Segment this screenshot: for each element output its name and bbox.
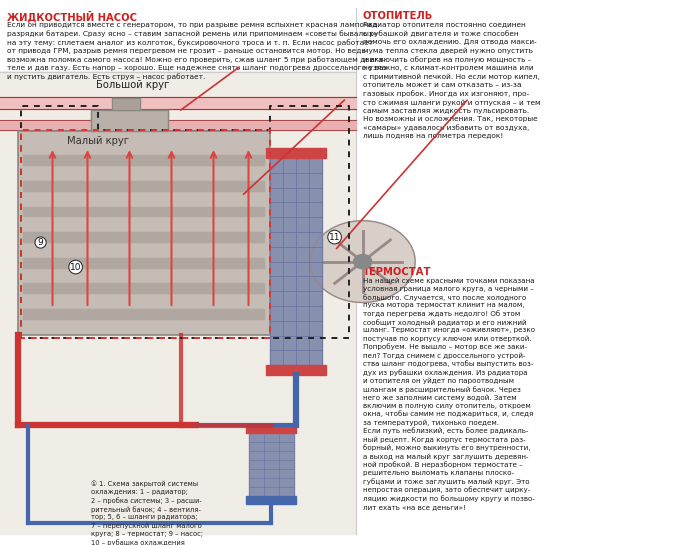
Text: Большой круг: Большой круг [97, 80, 169, 90]
Circle shape [354, 255, 372, 269]
Bar [23, 309, 264, 319]
Text: 9: 9 [38, 238, 43, 247]
Text: ЖИДКОСТНЫЙ НАСОС: ЖИДКОСТНЫЙ НАСОС [7, 11, 137, 23]
Bar [18, 131, 270, 335]
Bar [112, 98, 140, 110]
Bar [0, 120, 356, 130]
Text: Радиатор отопителя постоянно соединен
с рубашкой двигателя и тоже способен
помоч: Радиатор отопителя постоянно соединен с … [363, 22, 540, 138]
Bar [112, 98, 140, 110]
Bar [248, 433, 294, 496]
Bar [23, 258, 264, 268]
Bar [0, 71, 356, 534]
Circle shape [310, 221, 415, 302]
Bar [0, 97, 356, 109]
Bar [266, 365, 326, 375]
Bar [91, 110, 168, 131]
Text: 11: 11 [329, 233, 340, 241]
Text: 10: 10 [70, 263, 81, 271]
Bar [23, 181, 264, 191]
Bar [266, 148, 326, 158]
Text: На нашей схеме красными точками показана
условная граница малого круга, а черным: На нашей схеме красными точками показана… [363, 278, 535, 510]
Bar [18, 131, 270, 335]
Text: Малый круг: Малый круг [67, 136, 129, 146]
Bar [246, 496, 296, 504]
Bar [270, 158, 322, 365]
Text: ① 1. Схема закрытой системы
охлаждения: 1 – радиатор;
2 – пробка системы; 3 – ра: ① 1. Схема закрытой системы охлаждения: … [91, 481, 203, 545]
Bar [246, 426, 296, 433]
Text: ОТОПИТЕЛЬ: ОТОПИТЕЛЬ [363, 11, 433, 21]
Text: Если он приводится вместе с генератором, то при разрыве ремня вспыхнет красная л: Если он приводится вместе с генератором,… [7, 22, 386, 81]
Text: ТЕРМОСТАТ: ТЕРМОСТАТ [363, 267, 431, 277]
Bar [23, 207, 264, 216]
Bar [91, 110, 168, 131]
Bar [23, 232, 264, 242]
Bar [23, 155, 264, 165]
Bar [23, 283, 264, 293]
